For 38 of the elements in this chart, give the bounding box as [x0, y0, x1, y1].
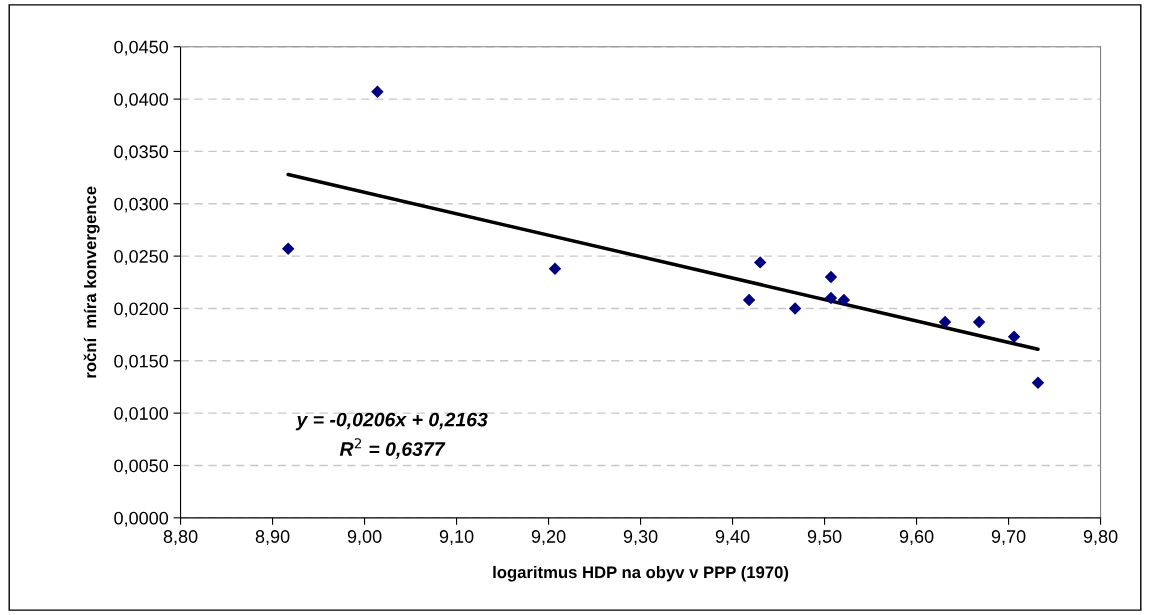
- point: [281, 242, 295, 255]
- x-tick-label: 9,70: [991, 530, 1026, 546]
- point: [371, 85, 384, 98]
- y-tick-label: 0,0200: [114, 302, 169, 318]
- point: [938, 315, 952, 329]
- point: [742, 293, 756, 307]
- x-tick-label: 9,10: [439, 530, 474, 546]
- annotation: R$^{2}$ = 0,6377: [339, 438, 446, 459]
- x-tick-label: 9,50: [807, 530, 842, 546]
- x-axis-title: logaritmus HDP na obyv v PPP (1970): [493, 565, 789, 582]
- point: [972, 315, 986, 329]
- point: [824, 270, 838, 284]
- point: [788, 302, 802, 315]
- point: [548, 262, 562, 275]
- x-tick-label: 9,00: [347, 530, 382, 546]
- point: [824, 291, 838, 305]
- y-tick-label: 0,0000: [114, 511, 169, 527]
- x-tick-label: 9,60: [899, 530, 934, 546]
- point: [1031, 376, 1045, 389]
- x-tick-label: 8,90: [255, 530, 290, 546]
- y-tick-label: 0,0350: [114, 145, 169, 161]
- x-tick-label: 9,80: [1083, 530, 1118, 546]
- x-tick-label: 9,30: [623, 530, 658, 546]
- y-axis-title: roční míra konvergence: [83, 186, 100, 378]
- y-tick-label: 0,0450: [114, 40, 169, 56]
- y-tick-label: 0,0050: [114, 459, 169, 475]
- point: [753, 256, 767, 269]
- y-tick-label: 0,0400: [114, 93, 169, 108]
- y-tick-label: 0,0250: [114, 250, 169, 265]
- x-tick-label: 9,20: [531, 530, 566, 546]
- point: [837, 293, 851, 307]
- annotation: y = -0,0206x + 0,2163: [295, 412, 488, 431]
- y-tick-label: 0,0100: [114, 407, 169, 422]
- x-tick-label: 9,40: [715, 530, 750, 546]
- y-tick-label: 0,0150: [114, 354, 169, 370]
- x-tick-label: 8,80: [163, 530, 198, 546]
- point: [1007, 330, 1021, 343]
- y-tick-label: 0,0300: [114, 197, 169, 213]
